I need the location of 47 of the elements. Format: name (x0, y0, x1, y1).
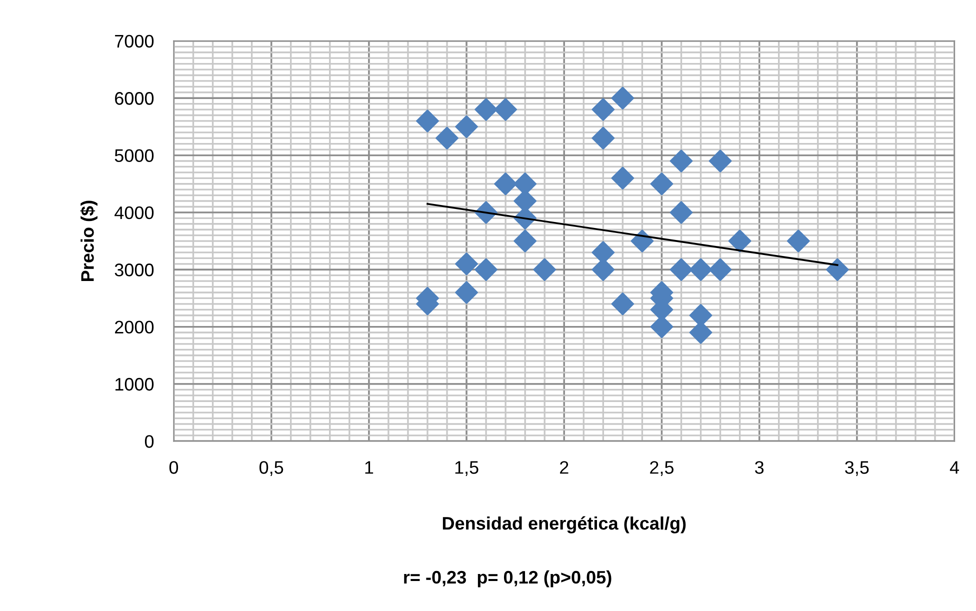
x-tick-label: 1,5 (455, 461, 478, 476)
y-tick-label: 5000 (114, 149, 154, 162)
point (474, 258, 498, 282)
x-tick-label: 4 (950, 461, 960, 474)
y-tick-label: 6000 (115, 92, 154, 105)
point (670, 258, 693, 282)
point (592, 126, 615, 150)
point (826, 258, 849, 282)
point (670, 150, 693, 172)
y-tick-label: 2000 (115, 320, 154, 334)
y-tick-label: 0 (144, 435, 154, 448)
x-tick-label: 0,5 (259, 461, 284, 476)
point (708, 150, 732, 172)
point (786, 230, 810, 252)
text: r= -0,23 p= 0,12 (p>0,05) (404, 570, 612, 588)
y-axis-title: Precio ($) (80, 200, 98, 281)
point (514, 230, 537, 252)
point (436, 126, 458, 150)
x-tick-label: 1 (365, 461, 374, 474)
point (494, 98, 518, 121)
point (650, 172, 674, 196)
point (630, 230, 654, 252)
y-tick-label: 7000 (115, 34, 154, 48)
point (689, 258, 712, 282)
x-tick-label: 3,5 (845, 461, 869, 476)
y-tick-label: 3000 (114, 264, 154, 276)
y-tick-label: 4000 (114, 206, 154, 220)
point (455, 281, 478, 304)
point (592, 98, 615, 121)
x-tick-label: 2 (560, 461, 568, 474)
point (455, 252, 478, 276)
point (533, 258, 556, 282)
x-tick-label: 3 (754, 461, 764, 474)
point (611, 292, 634, 316)
x-tick-label: 0 (169, 461, 178, 474)
point (611, 166, 634, 190)
x-axis-title: Densidad energética (kcal/g) (442, 516, 686, 534)
point (455, 115, 478, 138)
point (670, 201, 693, 224)
point (474, 98, 498, 121)
point (416, 110, 439, 132)
x-tick-label: 2,5 (650, 461, 674, 476)
point (494, 172, 518, 196)
point (728, 230, 752, 252)
point (611, 86, 634, 110)
y-tick-label: 1000 (116, 378, 154, 391)
point (708, 258, 732, 282)
